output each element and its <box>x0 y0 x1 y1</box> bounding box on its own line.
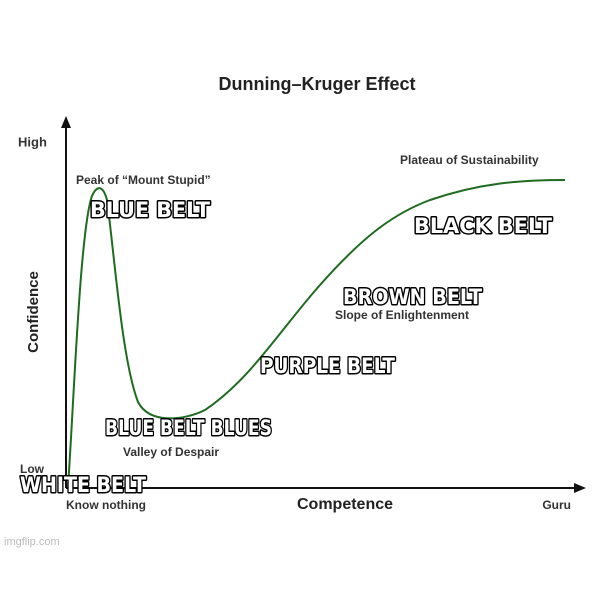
y-arrow <box>61 116 71 128</box>
x-end: Guru <box>542 498 571 512</box>
y-low: Low <box>20 462 45 476</box>
caption: PURPLE BELT <box>260 354 396 378</box>
curve <box>67 179 566 488</box>
x-axis-label: Competence <box>297 496 393 513</box>
watermark: imgflip.com <box>4 536 60 548</box>
caption: BROWN BELT <box>343 285 483 309</box>
annotation: Slope of Enlightenment <box>335 308 469 322</box>
chart-title: Dunning–Kruger Effect <box>218 74 415 94</box>
caption: BLUE BELT BLUES <box>105 416 272 440</box>
annotation: Plateau of Sustainability <box>400 153 539 167</box>
x-arrow <box>574 483 586 493</box>
caption: WHITE BELT <box>20 473 147 497</box>
annotation: Valley of Despair <box>123 445 219 459</box>
caption: BLACK BELT <box>414 214 553 238</box>
caption: BLUE BELT <box>90 198 211 222</box>
annotation: Peak of “Mount Stupid” <box>76 173 211 187</box>
y-high: High <box>18 134 47 149</box>
x-start: Know nothing <box>66 498 146 512</box>
y-axis-label: Confidence <box>25 271 42 353</box>
